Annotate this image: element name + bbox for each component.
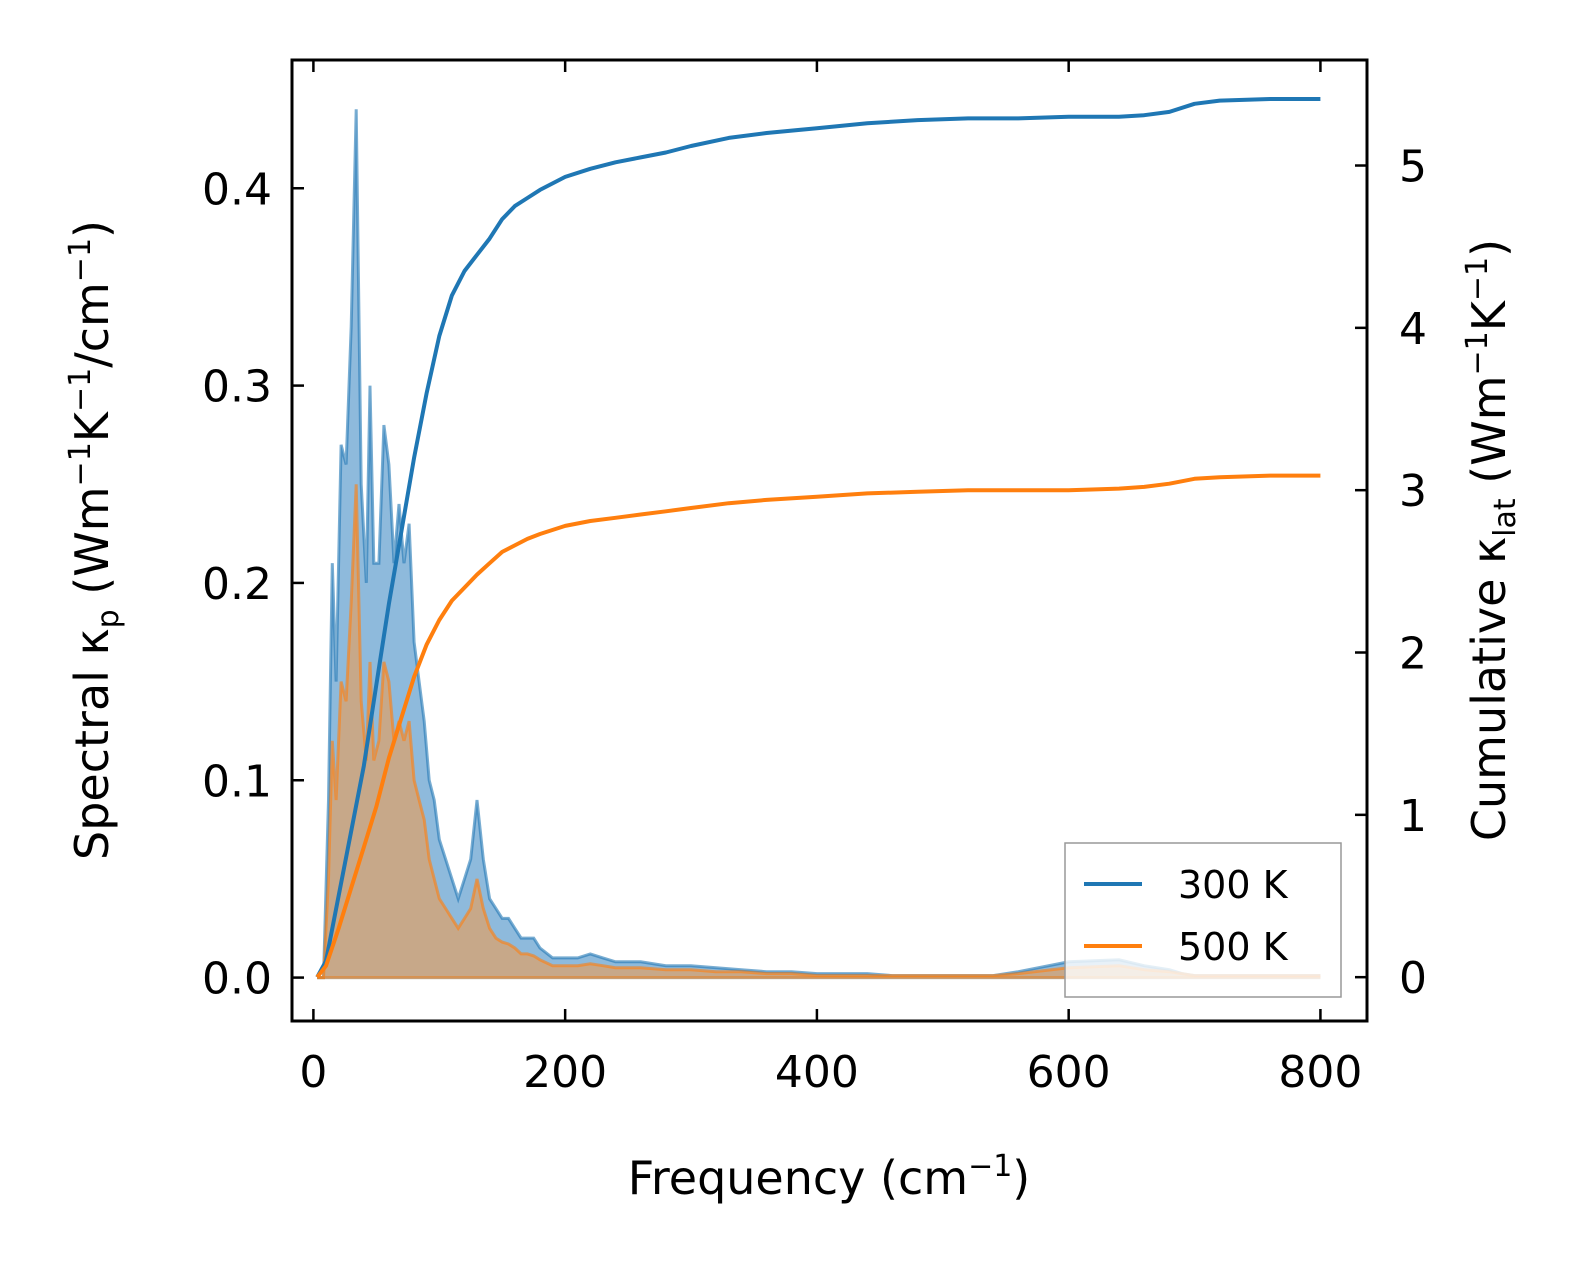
y-left-tick-label: 0.0 (202, 954, 272, 1005)
y-right-tick-label: 3 (1399, 466, 1427, 517)
legend-label-500k: 500 K (1178, 925, 1289, 969)
plot-frame (290, 58, 1369, 1023)
y-right-axis-label: Cumulative κlat (Wm−1K−1) (1460, 239, 1523, 841)
x-tick-label: 400 (775, 1047, 859, 1098)
y-left-tick-label: 0.3 (202, 362, 272, 413)
x-tick-label: 800 (1278, 1047, 1362, 1098)
x-tick-label: 200 (523, 1047, 607, 1098)
axis-ticks: 0 200 400 600 800 0.0 0.1 0.2 0.3 0.4 0 1 2 3 4 5 (202, 60, 1427, 1098)
y-right-tick-label: 4 (1399, 304, 1427, 355)
y-left-tick-label: 0.4 (202, 164, 272, 215)
cumulative-line-500-k-cumulative (315, 473, 1321, 979)
y-right-tick-label: 1 (1399, 791, 1427, 842)
spectral-fill-500-k (317, 484, 1321, 978)
y-left-tick-label: 0.1 (202, 756, 272, 807)
y-right-tick-label: 2 (1399, 629, 1427, 680)
y-left-tick-label: 0.2 (202, 559, 272, 610)
y-right-tick-label: 5 (1399, 142, 1427, 193)
cumulative-line-300-k-cumulative (315, 97, 1321, 979)
legend-label-300k: 300 K (1178, 863, 1289, 907)
legend-box (1064, 842, 1342, 998)
y-left-axis-label: Spectral κp (Wm−1K−1/cm−1) (63, 220, 126, 860)
x-axis-label: Frequency (cm−1) (628, 1149, 1031, 1205)
spectral-line-500-k (317, 484, 1321, 980)
x-tick-label: 600 (1027, 1047, 1111, 1098)
y-right-tick-label: 0 (1399, 953, 1427, 1004)
series-lines (315, 97, 1321, 979)
x-tick-label: 0 (299, 1047, 327, 1098)
legend: 300 K 500 K (1064, 842, 1342, 998)
